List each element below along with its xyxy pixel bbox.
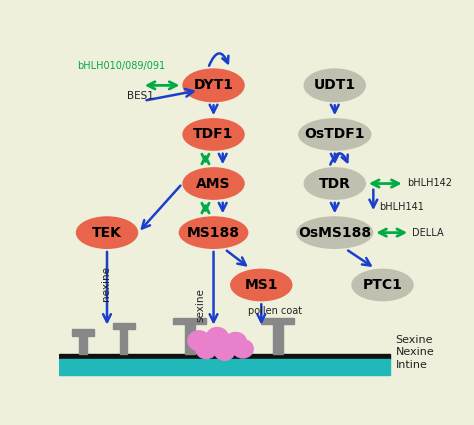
Ellipse shape	[182, 167, 245, 200]
Circle shape	[206, 328, 228, 347]
Bar	[184, 324, 195, 354]
Text: DYT1: DYT1	[193, 78, 234, 92]
Circle shape	[233, 340, 253, 358]
Text: bHLH141: bHLH141	[379, 202, 424, 212]
Bar	[173, 318, 206, 324]
Ellipse shape	[303, 167, 366, 200]
Text: BES1: BES1	[127, 91, 154, 101]
Circle shape	[225, 332, 246, 352]
Text: MS188: MS188	[187, 226, 240, 240]
Bar	[72, 329, 94, 336]
Text: bHLH142: bHLH142	[408, 178, 453, 187]
Bar	[120, 329, 127, 354]
Text: Intine: Intine	[396, 360, 428, 370]
Ellipse shape	[230, 269, 292, 301]
Ellipse shape	[179, 216, 248, 249]
Circle shape	[196, 340, 217, 359]
Ellipse shape	[296, 216, 374, 249]
Text: PTC1: PTC1	[363, 278, 402, 292]
Ellipse shape	[76, 216, 138, 249]
Text: nexine: nexine	[101, 266, 111, 301]
Circle shape	[188, 331, 210, 351]
Text: OsTDF1: OsTDF1	[304, 128, 365, 142]
Ellipse shape	[182, 118, 245, 151]
Bar	[273, 324, 283, 354]
Text: bHLH010/089/091: bHLH010/089/091	[78, 61, 166, 71]
Bar	[261, 318, 294, 324]
Ellipse shape	[351, 269, 414, 301]
Text: pollen coat: pollen coat	[248, 306, 302, 316]
Bar	[80, 336, 87, 354]
Text: sexine: sexine	[196, 288, 206, 322]
FancyArrowPatch shape	[330, 153, 348, 164]
Text: TEK: TEK	[92, 226, 122, 240]
FancyArrowPatch shape	[209, 53, 228, 66]
Ellipse shape	[303, 68, 366, 102]
Text: TDF1: TDF1	[193, 128, 234, 142]
Text: DELLA: DELLA	[412, 228, 444, 238]
Text: TDR: TDR	[319, 176, 351, 190]
Text: UDT1: UDT1	[314, 78, 356, 92]
Text: MS1: MS1	[245, 278, 278, 292]
Circle shape	[214, 342, 235, 360]
Ellipse shape	[182, 68, 245, 102]
Bar	[112, 323, 135, 329]
Text: Nexine: Nexine	[396, 347, 435, 357]
Ellipse shape	[298, 118, 372, 151]
Text: AMS: AMS	[196, 176, 231, 190]
Text: OsMS188: OsMS188	[298, 226, 371, 240]
Text: Sexine: Sexine	[396, 334, 433, 345]
Bar	[59, 359, 390, 375]
Bar	[59, 354, 390, 359]
